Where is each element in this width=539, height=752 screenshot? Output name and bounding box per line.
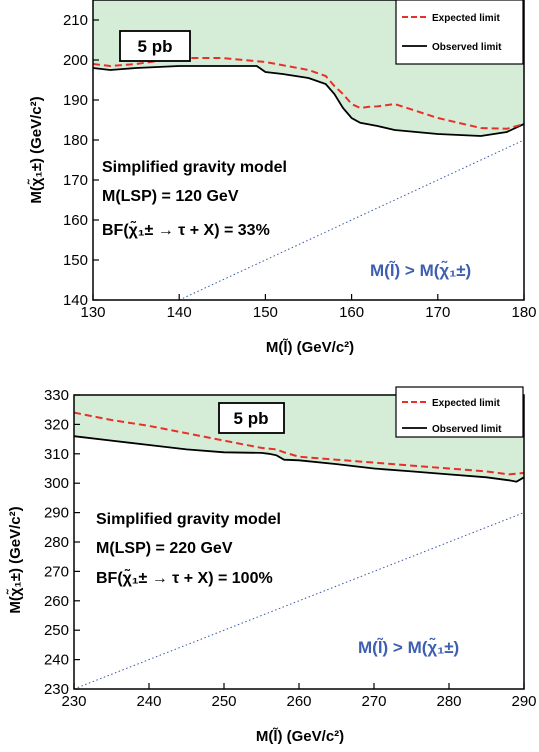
chart-1-ytick-label: 160: [63, 212, 88, 229]
chart-1-y-axis-label: M(χ̃₁±) (GeV/c²): [27, 96, 45, 203]
chart-2-ytick-label: 290: [44, 505, 69, 522]
chart-2-legend-expected-label: Expected limit: [432, 398, 500, 409]
chart-2-ytick-label: 240: [44, 652, 69, 669]
chart-1-ytick-label: 150: [63, 252, 88, 269]
chart-2-y-axis-label: M(χ̃₁±) (GeV/c²): [6, 506, 24, 613]
chart-1-x-axis-label: M(l̃) (GeV/c²): [266, 338, 354, 356]
chart-2-ytick-label: 280: [44, 534, 69, 551]
chart-2-annotation-lsp: M(LSP) = 220 GeV: [96, 540, 233, 557]
chart-1-diagonal: [178, 139, 524, 300]
chart-1-ytick-label: 200: [63, 52, 88, 69]
chart-2-xtick-label: 230: [61, 693, 86, 710]
chart-1-legend-observed-label: Observed limit: [432, 42, 502, 53]
chart-1-xtick-label: 180: [511, 304, 536, 321]
chart-2-annotation-bf: BF(χ̃₁± → τ + X) = 100%: [96, 567, 273, 587]
chart-2: 230 240 250 260 270 280 290 230 240 250 260 270 280…: [6, 386, 537, 745]
chart-2-ytick-label: 230: [44, 681, 69, 698]
chart-2-xtick-label: 250: [211, 693, 236, 710]
chart-1-legend: Expected limit Observed limit: [395, 0, 524, 65]
chart-1-xtick-label: 160: [339, 304, 364, 321]
chart-1-ytick-label: 190: [63, 92, 88, 109]
chart-1-xtick-label: 140: [167, 304, 192, 321]
chart-2-legend: Expected limit Observed limit: [395, 386, 524, 438]
chart-2-xtick-label: 240: [136, 693, 161, 710]
chart-2-observed-line: [73, 435, 525, 483]
chart-1-xsection-label: 5 pb: [138, 37, 173, 56]
chart-1-xtick-label: 150: [253, 304, 278, 321]
chart-2-expected-line: [73, 411, 525, 476]
chart-1-ytick-label: 140: [63, 292, 88, 309]
chart-2-legend-observed-label: Observed limit: [432, 424, 502, 435]
chart-2-xsection-label: 5 pb: [234, 409, 269, 428]
chart-2-ytick-label: 330: [44, 387, 69, 404]
chart-2-xtick-label: 280: [436, 693, 461, 710]
chart-2-xtick-label: 270: [361, 693, 386, 710]
chart-1-legend-expected-label: Expected limit: [432, 13, 500, 24]
chart-2-xtick-label: 260: [286, 693, 311, 710]
chart-2-ytick-label: 320: [44, 416, 69, 433]
chart-2-ytick-label: 250: [44, 622, 69, 639]
chart-1-xtick-label: 130: [80, 304, 105, 321]
chart-2-xsection-box: [218, 402, 285, 434]
chart-1-frame: [92, 0, 525, 301]
chart-1-xsection-box: [119, 30, 191, 62]
chart-1-annotation-bf: BF(χ̃₁± → τ + X) = 33%: [102, 219, 270, 239]
chart-2-ytick-label: 310: [44, 446, 69, 463]
chart-2-yticks: 230 240 250 260 270 280 290 300 310 320 330: [44, 387, 80, 698]
chart-1-yticks: 140 150 160 170 180 190 200 210: [63, 12, 99, 309]
chart-1-xticks: 130 140 150 160 170 180: [80, 294, 537, 321]
chart-2-region-label: M(l̃) > M(χ̃₁±): [358, 637, 459, 657]
chart-1-region-label: M(l̃) > M(χ̃₁±): [370, 260, 471, 280]
chart-1-observed-line: [92, 65, 525, 137]
chart-1-annotation-lsp: M(LSP) = 120 GeV: [102, 188, 239, 205]
chart-2-diagonal: [74, 512, 524, 689]
chart-2-ytick-label: 270: [44, 563, 69, 580]
chart-2-xticks: 230 240 250 260 270 280 290: [61, 683, 537, 710]
chart-1-annotation-model: Simplified gravity model: [102, 159, 287, 176]
chart-1: 130 140 150 160 170 180 140150160170180190200…: [27, 0, 537, 356]
chart-1-xtick-label: 170: [425, 304, 450, 321]
chart-2-xtick-label: 290: [511, 693, 536, 710]
chart-1-ytick-label: 180: [63, 132, 88, 149]
chart-2-ytick-label: 260: [44, 593, 69, 610]
chart-1-ytick-label: 210: [63, 12, 88, 29]
chart-2-ytick-label: 300: [44, 475, 69, 492]
chart-1-ytick-label: 170: [63, 172, 88, 189]
chart-2-annotation-model: Simplified gravity model: [96, 511, 281, 528]
chart-2-x-axis-label: M(l̃) (GeV/c²): [256, 727, 344, 745]
chart-1-legend-box: [395, 0, 524, 65]
